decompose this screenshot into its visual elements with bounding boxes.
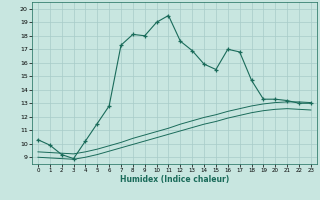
X-axis label: Humidex (Indice chaleur): Humidex (Indice chaleur) (120, 175, 229, 184)
